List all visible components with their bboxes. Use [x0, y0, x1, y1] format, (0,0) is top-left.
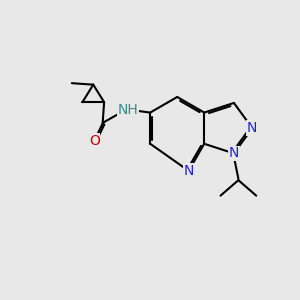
- Text: O: O: [89, 134, 100, 148]
- Text: N: N: [184, 164, 194, 178]
- Text: N: N: [229, 146, 239, 161]
- Text: N: N: [247, 121, 257, 135]
- Text: NH: NH: [118, 103, 138, 117]
